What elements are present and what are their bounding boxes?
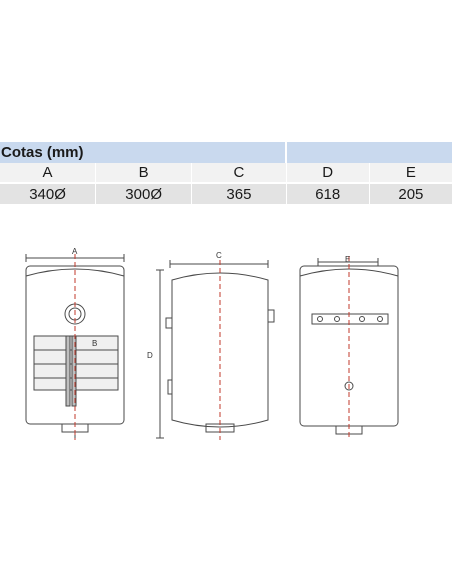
label-d: D bbox=[147, 351, 153, 360]
column-labels-row: A B C D E bbox=[0, 163, 452, 184]
column-label-c: C bbox=[191, 163, 287, 184]
column-label-d: D bbox=[286, 163, 370, 184]
values-row: 340Ø 300Ø 365 618 205 bbox=[0, 183, 452, 206]
value-e: 205 bbox=[369, 183, 452, 206]
table-header-row: Cotas (mm) bbox=[0, 142, 452, 163]
label-a: A bbox=[72, 247, 78, 256]
column-label-e: E bbox=[369, 163, 452, 184]
table-header-blank bbox=[286, 142, 452, 163]
back-port bbox=[344, 381, 354, 391]
heating-element bbox=[65, 335, 71, 407]
side-mount-bracket bbox=[165, 317, 173, 329]
label-c: C bbox=[216, 251, 222, 260]
value-d: 618 bbox=[286, 183, 370, 206]
side-view bbox=[156, 260, 275, 439]
side-body bbox=[171, 272, 269, 428]
column-label-b: B bbox=[95, 163, 193, 184]
wall-mount-plate bbox=[311, 313, 389, 325]
column-label-a: A bbox=[0, 163, 97, 184]
label-e: E bbox=[345, 255, 350, 264]
water-heater-technical-drawing: A B C D E bbox=[25, 247, 399, 440]
value-a: 340Ø bbox=[0, 183, 97, 206]
label-b: B bbox=[92, 339, 97, 348]
dimensions-table: Cotas (mm) A B C D E 340Ø 300Ø 365 618 2… bbox=[0, 142, 452, 206]
front-view bbox=[25, 254, 125, 438]
value-c: 365 bbox=[191, 183, 287, 206]
value-b: 300Ø bbox=[95, 183, 193, 206]
table-title: Cotas (mm) bbox=[0, 142, 288, 163]
